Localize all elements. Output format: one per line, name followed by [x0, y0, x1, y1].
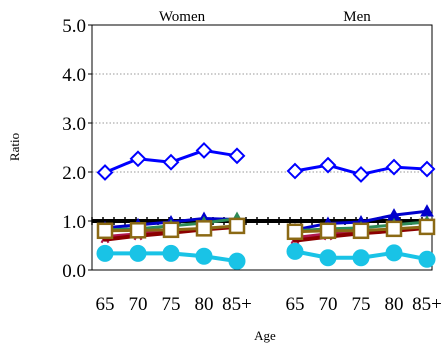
- circle-marker: [418, 250, 436, 268]
- square-marker: [129, 222, 147, 239]
- circle-marker: [228, 252, 246, 270]
- circle-marker: [385, 244, 403, 262]
- gridlines: [92, 73, 432, 222]
- group-title-women: Women: [159, 9, 206, 25]
- x-tick-label: 75: [162, 294, 181, 315]
- series-layer: [96, 142, 436, 270]
- diamond-marker: [162, 153, 180, 171]
- x-tick-label: 80: [195, 294, 214, 315]
- x-tick-label: 75: [352, 294, 371, 315]
- group-title-men: Men: [343, 9, 371, 25]
- square-marker: [319, 222, 337, 240]
- y-tick-label: 0.0: [62, 261, 86, 282]
- circle-marker: [195, 247, 213, 265]
- x-tick-label: 85+: [222, 294, 252, 315]
- square-marker: [195, 220, 213, 237]
- circle-marker: [162, 244, 180, 262]
- x-axis-title: Age: [254, 328, 276, 343]
- square-marker: [418, 218, 436, 236]
- y-axis-title: Ratio: [7, 133, 22, 161]
- square-marker: [96, 222, 114, 240]
- square-marker: [162, 221, 180, 239]
- x-tick-label: 65: [96, 294, 115, 315]
- x-tick-label: 80: [385, 294, 404, 315]
- diamond-marker: [96, 164, 114, 181]
- diamond-marker: [352, 166, 370, 183]
- x-tick-label: 85+: [412, 294, 442, 315]
- plot-border: [91, 24, 433, 271]
- circle-marker: [319, 249, 337, 267]
- square-marker: [228, 217, 246, 235]
- y-axis-ticks: 0.0 1.0 2.0 3.0 4.0 5.0: [62, 16, 92, 282]
- diamond-marker: [228, 147, 246, 165]
- series-0: [96, 142, 436, 183]
- circle-marker: [129, 244, 147, 262]
- x-tick-label: 70: [129, 294, 148, 315]
- y-tick-label: 2.0: [62, 163, 86, 184]
- square-marker: [385, 220, 403, 238]
- diamond-marker: [129, 150, 147, 168]
- circle-marker: [96, 244, 114, 262]
- diamond-marker: [385, 158, 403, 176]
- series-6: [96, 242, 436, 270]
- diamond-marker: [319, 156, 337, 174]
- series-5: [96, 217, 436, 241]
- x-tick-label: 70: [319, 294, 338, 315]
- y-tick-label: 5.0: [62, 16, 86, 37]
- x-tick-label: 65: [286, 294, 305, 315]
- square-marker: [352, 222, 370, 240]
- diamond-marker: [286, 162, 304, 180]
- y-tick-label: 4.0: [62, 65, 86, 86]
- circle-marker: [352, 249, 370, 267]
- y-tick-label: 1.0: [62, 212, 86, 233]
- circle-marker: [286, 242, 304, 260]
- diamond-marker: [195, 142, 213, 159]
- diamond-marker: [418, 160, 436, 178]
- y-tick-label: 3.0: [62, 114, 86, 135]
- x-axis-ticks: 65 70 75 80 85+ 65 70 75 80 85+: [96, 294, 442, 315]
- square-marker: [286, 223, 304, 241]
